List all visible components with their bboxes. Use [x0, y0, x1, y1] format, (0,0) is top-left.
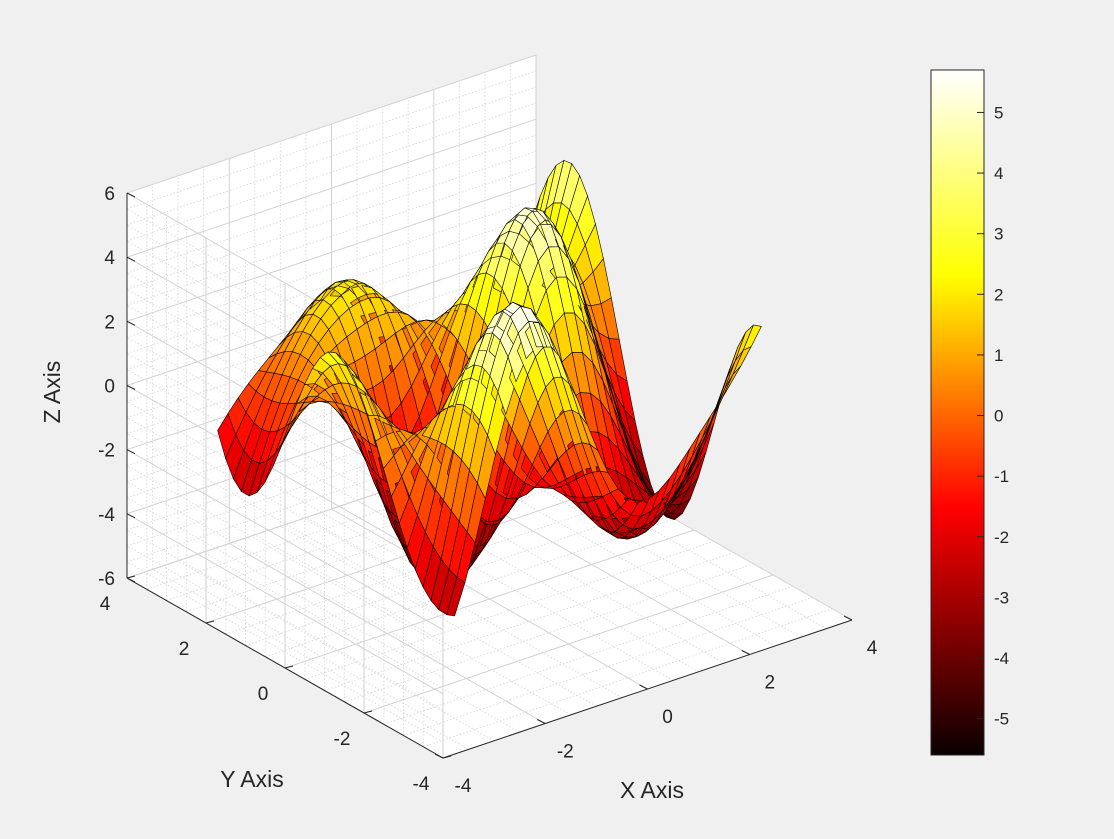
minor-grid-line [126, 465, 444, 647]
x-tick-mark [741, 650, 750, 655]
x-tick-label: 2 [765, 673, 776, 694]
colorbar-tick-label: -2 [994, 528, 1009, 547]
z-tick-label: 4 [104, 248, 115, 269]
x-tick-mark [434, 753, 444, 759]
minor-grid-line [356, 499, 674, 681]
major-grid-line [126, 449, 444, 631]
major-grid-line [126, 513, 444, 695]
minor-grid-line [152, 568, 469, 750]
minor-grid-line [407, 482, 725, 664]
minor-grid-line [126, 433, 444, 615]
z-tick-mark [126, 385, 136, 390]
minor-grid-line [382, 491, 699, 673]
major-grid-line [126, 182, 537, 322]
major-grid-line [126, 54, 537, 194]
colorbar: -5 -4 -3 -2 -1 0 1 2 3 4 5 [930, 69, 1009, 756]
y-tick-mark [363, 710, 373, 714]
major-grid-line [284, 529, 695, 669]
y-tick-label: -4 [413, 774, 430, 795]
z-axis-label: Z Axis [39, 361, 65, 424]
x-tick-mark [639, 684, 648, 690]
z-tick-label: -6 [98, 569, 115, 590]
z-tick-label: 0 [104, 377, 115, 398]
y-tick-label: 0 [258, 684, 269, 705]
colorbar-tick-label: 4 [994, 164, 1003, 183]
x-tick-mark [537, 719, 546, 724]
x-tick-label: -2 [557, 742, 574, 763]
colorbar-gradient [930, 69, 985, 756]
z-tick-mark [126, 256, 136, 262]
minor-grid-line [280, 525, 597, 707]
colorbar-tick-label: -4 [994, 649, 1009, 668]
z-tick-mark [126, 449, 136, 455]
minor-grid-line [203, 551, 520, 733]
z-tick-mark [126, 577, 136, 583]
colorbar-tick-label: -5 [994, 710, 1009, 729]
axes-grid [126, 54, 853, 759]
minor-grid-line [484, 456, 802, 638]
y-tick-label: -2 [334, 729, 351, 750]
y-tick-mark [442, 755, 452, 759]
x-axis-label: X Axis [620, 777, 684, 803]
z-tick-mark [126, 320, 136, 326]
colorbar-tick-label: 5 [994, 103, 1003, 122]
minor-grid-line [459, 465, 776, 647]
surface-plot [217, 159, 762, 617]
z-tick-label: -2 [98, 441, 115, 462]
z-tick-label: -4 [98, 505, 115, 526]
minor-grid-line [126, 561, 444, 743]
y-axis-label: Y Axis [220, 766, 284, 792]
colorbar-tick-label: 1 [994, 346, 1003, 365]
surface-patch [742, 324, 762, 351]
colorbar-tick-label: 2 [994, 285, 1003, 304]
minor-grid-line [177, 560, 495, 742]
axis-ticks: -4 -2 0 2 4 -4 -2 0 2 4 -6 -4 -2 0 2 4 6 [98, 184, 878, 797]
colorbar-tick-label: -1 [994, 467, 1009, 486]
y-tick-mark [126, 575, 136, 579]
colorbar-tick-label: 3 [994, 225, 1003, 244]
colorbar-tick-label: -3 [994, 588, 1009, 607]
minor-grid-line [126, 417, 444, 599]
minor-grid-line [126, 529, 444, 711]
x-tick-label: 0 [662, 707, 673, 728]
minor-grid-line [510, 448, 827, 630]
y-tick-label: 4 [100, 594, 111, 615]
colorbar-tick-label: 0 [994, 407, 1003, 426]
major-grid-line [126, 118, 537, 258]
z-tick-mark [126, 192, 136, 198]
y-tick-mark [284, 665, 294, 669]
z-tick-mark [126, 513, 136, 519]
minor-grid-line [126, 481, 444, 663]
y-tick-label: 2 [179, 639, 190, 660]
minor-grid-line [126, 545, 444, 727]
colorbar-ticks: -5 -4 -3 -2 -1 0 1 2 3 4 5 [977, 103, 1009, 729]
x-tick-label: 4 [867, 638, 878, 659]
x-tick-label: -4 [455, 776, 472, 797]
z-tick-label: 6 [104, 184, 115, 205]
major-grid-line [126, 385, 444, 566]
minor-grid-line [126, 497, 444, 679]
z-tick-label: 2 [104, 312, 115, 333]
minor-grid-line [126, 401, 444, 582]
minor-grid-line [305, 517, 623, 699]
x-tick-mark [843, 615, 853, 621]
minor-grid-line [254, 534, 572, 716]
y-tick-mark [205, 620, 215, 624]
